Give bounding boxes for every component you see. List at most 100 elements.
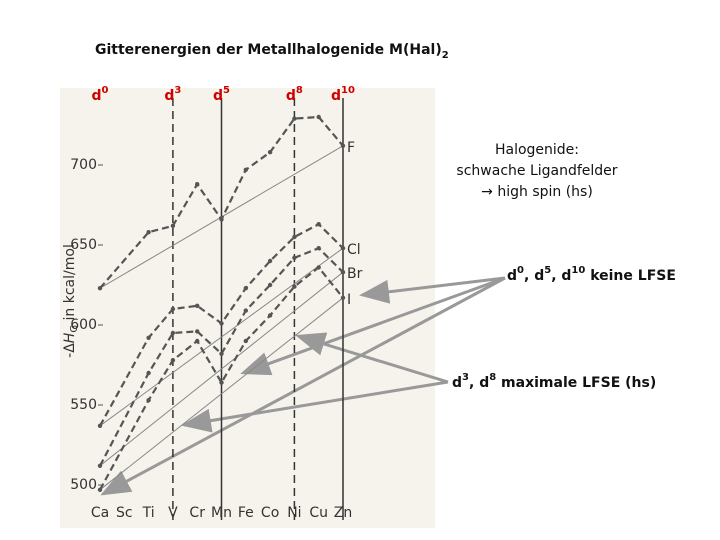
arrows	[100, 276, 506, 496]
data-point	[243, 167, 248, 172]
data-point	[97, 463, 103, 468]
data-point	[316, 222, 321, 227]
y-label-part: G	[69, 325, 80, 333]
y-tick-label: 550	[70, 397, 97, 413]
data-point	[146, 398, 151, 403]
data-point	[340, 246, 346, 251]
data-point	[195, 329, 200, 334]
data-point	[170, 223, 176, 228]
config-base: d	[164, 88, 174, 104]
data-point	[292, 234, 297, 240]
data-point	[170, 330, 176, 336]
x-tick-label: V	[168, 505, 178, 521]
x-tick-label: Cu	[309, 505, 328, 521]
data-point	[243, 308, 248, 313]
annotation-part: d	[507, 268, 517, 284]
annotation-part: d	[452, 375, 462, 391]
data-point	[170, 358, 176, 363]
data-point	[97, 423, 103, 428]
x-tick-label: Cr	[189, 505, 205, 521]
data-point	[316, 246, 321, 251]
data-point	[267, 150, 273, 155]
config-label: d10	[331, 85, 355, 104]
data-point	[316, 265, 321, 270]
scan-background	[60, 88, 435, 528]
y-label-part: -Δ	[62, 343, 78, 358]
annotation-part: maximale LFSE (hs)	[496, 375, 656, 391]
config-base: d	[213, 88, 223, 104]
x-tick-label: Ca	[91, 505, 109, 521]
data-point	[146, 230, 151, 235]
y-tick-label: 650	[70, 237, 97, 253]
annotation-sup: 3	[462, 372, 469, 383]
series-line	[99, 265, 344, 491]
config-label: d8	[286, 85, 303, 104]
data-point	[219, 351, 224, 356]
data-point	[316, 114, 321, 120]
y-tick-label: 600	[70, 317, 97, 333]
annotation-sup: 5	[544, 265, 551, 276]
series-line	[99, 246, 344, 467]
data-point	[195, 303, 200, 308]
annotation-sup: 8	[489, 372, 496, 383]
data-point	[243, 286, 248, 291]
reference-line	[99, 247, 344, 427]
data-point	[195, 182, 200, 187]
annotation-part: keine LFSE	[585, 268, 676, 284]
config-base: d	[331, 88, 341, 104]
y-label-part: in kcal/mol	[62, 244, 78, 325]
annotation-sup: 0	[517, 265, 524, 276]
data-point	[340, 143, 346, 148]
annotation: d0, d5, d10 keine LFSE	[507, 265, 676, 284]
config-sup: 3	[174, 85, 181, 96]
data-point	[340, 270, 346, 275]
annotation: schwache Ligandfelder	[456, 163, 617, 179]
series-line	[99, 222, 344, 427]
data-point	[146, 370, 151, 376]
data-point	[195, 338, 200, 344]
series-label: I	[347, 292, 351, 308]
series-label: F	[347, 140, 355, 156]
annotation-part: , d	[469, 375, 489, 391]
config-sup: 10	[341, 85, 355, 96]
annotation-sup: 10	[571, 265, 585, 276]
config-sup: 0	[102, 85, 109, 96]
chart-title: Gitterenergien der Metallhalogenide M(Ha…	[95, 42, 449, 61]
x-tick-label: Sc	[116, 505, 133, 521]
x-tick-label: Ni	[287, 505, 301, 521]
data-point	[292, 255, 297, 260]
config-base: d	[286, 88, 296, 104]
data-point	[97, 286, 103, 291]
config-sup: 8	[296, 85, 303, 96]
annotation: d3, d8 maximale LFSE (hs)	[452, 372, 656, 391]
config-sup: 5	[223, 85, 230, 96]
data-point	[292, 284, 297, 289]
config-base: d	[92, 88, 102, 104]
annotation: → high spin (hs)	[481, 184, 593, 200]
data-point	[219, 321, 224, 326]
x-tick-label: Fe	[238, 505, 254, 521]
reference-line	[99, 297, 344, 491]
config-label: d5	[213, 85, 230, 104]
data-point	[219, 217, 224, 222]
data-point	[170, 306, 176, 312]
y-tick-label: 500	[70, 477, 97, 493]
series-label: Br	[347, 266, 363, 282]
data-point	[97, 487, 103, 492]
annotation-part: , d	[524, 268, 544, 284]
x-tick-label: Ti	[142, 505, 155, 521]
data-point	[267, 282, 273, 288]
y-label-part: H	[62, 332, 78, 343]
config-label: d0	[92, 85, 109, 104]
annotation-part: , d	[551, 268, 571, 284]
y-tick-label: 700	[70, 157, 97, 173]
data-point	[219, 380, 224, 385]
annotation: Halogenide:	[495, 142, 579, 158]
data-point	[292, 116, 297, 121]
x-tick-label: Co	[261, 505, 279, 521]
data-point	[340, 295, 346, 300]
series-label: Cl	[347, 242, 361, 258]
data-point	[243, 338, 248, 344]
